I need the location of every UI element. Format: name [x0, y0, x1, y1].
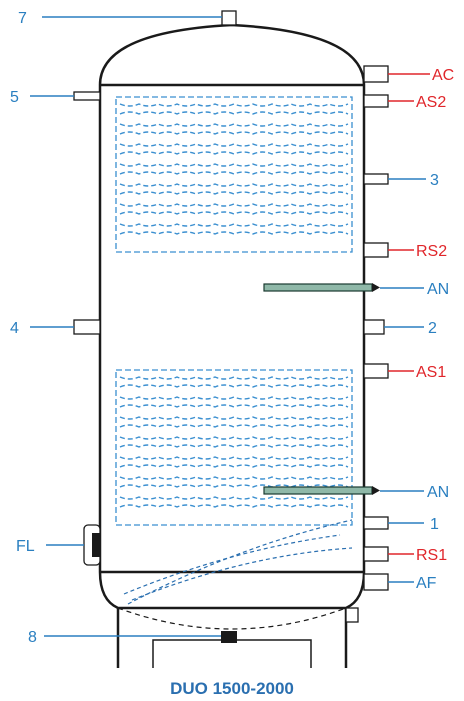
label-as1: AS1: [416, 364, 446, 381]
label-an-bottom: AN: [427, 484, 449, 501]
upper-coil-loop: [119, 111, 349, 115]
lower-coil-loop: [119, 496, 349, 500]
anode-top-tip: [372, 283, 380, 292]
port-4: [73, 319, 101, 335]
coil-return-pipe-1: [127, 519, 353, 605]
port-1: [363, 516, 389, 530]
upper-coil-loop: [119, 131, 349, 135]
label-ac: AC: [432, 67, 454, 84]
upper-heat-exchanger-coil: [115, 96, 353, 253]
label-af: AF: [416, 575, 437, 592]
stand-inner-cutout: [152, 639, 312, 668]
upper-coil-loop: [119, 203, 349, 207]
port-8: [221, 631, 237, 643]
lower-coil-loop: [119, 436, 349, 440]
upper-coil-frame: [115, 96, 353, 253]
port-2: [363, 319, 385, 335]
tank-inner-bottom: [117, 607, 347, 630]
port-ac: [363, 65, 389, 83]
port-af: [363, 573, 389, 591]
label-fl: FL: [16, 538, 35, 555]
lower-coil-loop: [119, 424, 349, 428]
upper-coil-loop: [119, 103, 349, 107]
lower-coil-loop: [119, 444, 349, 448]
upper-coil-loop: [119, 143, 349, 147]
port-as2: [363, 94, 389, 108]
port-5: [73, 91, 101, 101]
label-4: 4: [10, 320, 19, 337]
label-3: 3: [430, 172, 439, 189]
lower-coil-loops: [119, 376, 349, 508]
upper-coil-loop: [119, 183, 349, 187]
anode-bottom: [263, 486, 380, 495]
diagram-caption: DUO 1500-2000: [170, 679, 294, 698]
anode-bottom-tip: [372, 486, 380, 495]
label-1: 1: [430, 516, 439, 533]
lower-heat-exchanger-coil: [115, 369, 353, 605]
coil-return-pipe-2: [131, 547, 353, 601]
tank-bottom-dome: [98, 571, 366, 610]
coil-return-pipe-3: [123, 534, 341, 595]
upper-coil-loop: [119, 223, 349, 227]
lower-coil-loop: [119, 396, 349, 400]
upper-coil-loop: [119, 163, 349, 167]
lower-coil-loop: [119, 476, 349, 480]
lower-coil-frame: [115, 369, 353, 526]
lower-coil-loop: [119, 404, 349, 408]
upper-coil-loops: [119, 103, 349, 235]
lower-coil-loop: [119, 376, 349, 380]
label-as2: AS2: [416, 94, 446, 111]
lower-coil-loop: [119, 464, 349, 468]
port-rs2: [363, 242, 389, 258]
upper-coil-loop: [119, 151, 349, 155]
anode-top: [263, 283, 380, 292]
tank-body: [98, 23, 366, 668]
lower-coil-loop: [119, 504, 349, 508]
upper-coil-loop: [119, 211, 349, 215]
lower-coil-loop: [119, 456, 349, 460]
upper-coil-loop: [119, 231, 349, 235]
anode-bottom-rod: [263, 486, 373, 495]
label-8: 8: [28, 629, 37, 646]
tank-top-dome: [98, 23, 366, 86]
label-rs1: RS1: [416, 547, 447, 564]
label-2: 2: [428, 320, 437, 337]
upper-coil-loop: [119, 191, 349, 195]
port-3: [363, 173, 389, 185]
label-5: 5: [10, 89, 19, 106]
label-7: 7: [18, 10, 27, 27]
label-rs2: RS2: [416, 243, 447, 260]
anode-top-rod: [263, 283, 373, 292]
port-fl-plate: [92, 533, 100, 557]
upper-coil-loop: [119, 171, 349, 175]
stand-bracket: [345, 607, 359, 623]
upper-coil-loop: [119, 123, 349, 127]
port-as1: [363, 363, 389, 379]
port-7: [221, 10, 237, 26]
port-rs1: [363, 546, 389, 562]
lower-coil-loop: [119, 416, 349, 420]
lower-coil-loop: [119, 384, 349, 388]
label-an-top: AN: [427, 281, 449, 298]
